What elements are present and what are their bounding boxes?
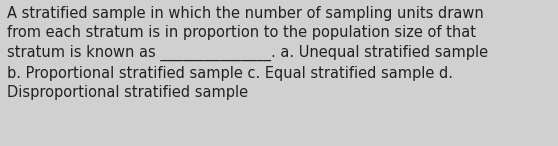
- Text: A stratified sample in which the number of sampling units drawn
from each stratu: A stratified sample in which the number …: [7, 6, 488, 100]
